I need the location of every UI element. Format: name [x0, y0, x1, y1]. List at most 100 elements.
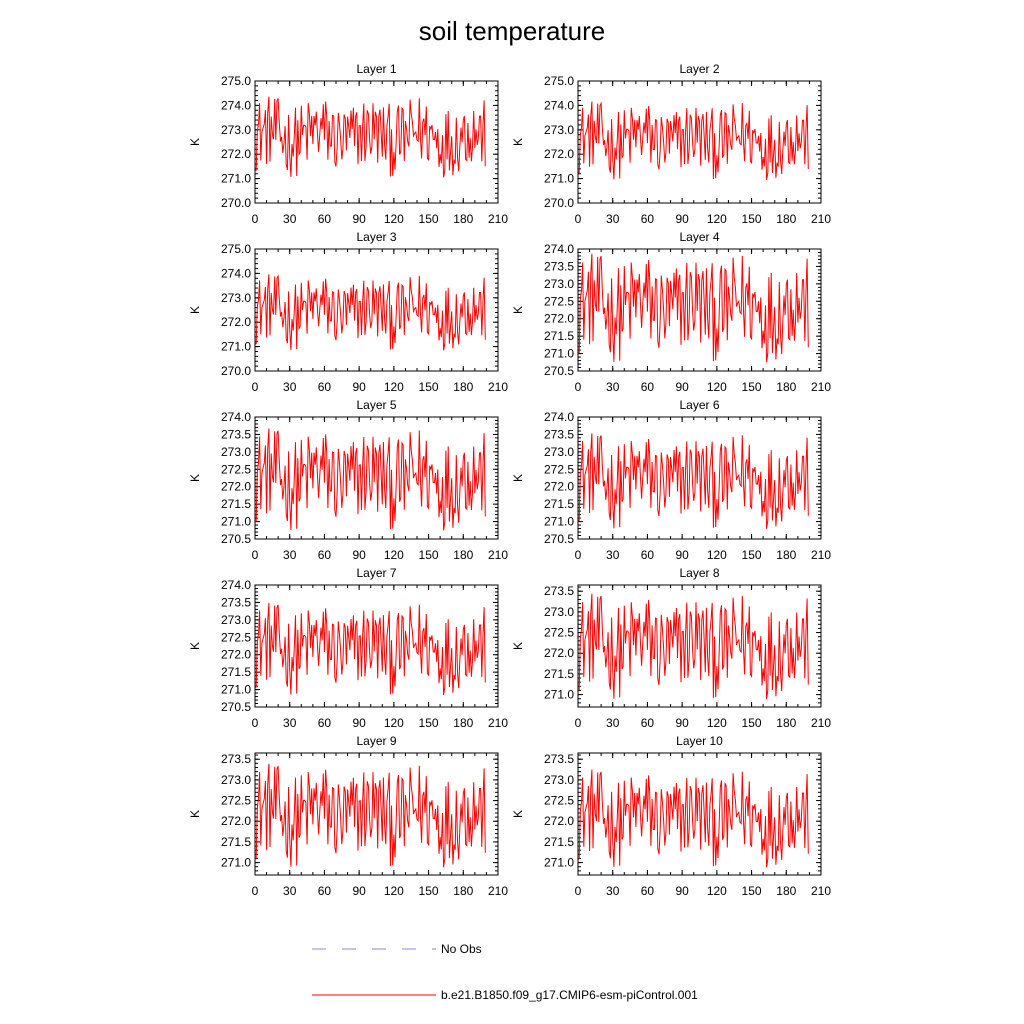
y-tick-label: 272.5 — [221, 630, 251, 644]
plot-frame — [254, 584, 499, 708]
y-tick-label: 270.5 — [221, 532, 251, 546]
series-line — [254, 763, 486, 868]
x-tick-label: 180 — [776, 548, 796, 562]
y-tick-label: 275.0 — [221, 242, 251, 256]
x-tick-label: 90 — [352, 212, 366, 226]
x-tick-label: 120 — [707, 716, 727, 730]
y-tick-label: 271.0 — [544, 515, 574, 529]
y-tick-label: 274.0 — [544, 410, 574, 424]
y-tick-label: 272.0 — [221, 480, 251, 494]
series-line — [254, 96, 486, 178]
panels: Layer 1 K 0 30 60 90 120 150 180 210 270.0 271.0 272… — [188, 62, 831, 898]
x-tick-label: 0 — [575, 380, 582, 394]
x-tick-label: 0 — [252, 548, 259, 562]
series-line — [254, 274, 486, 351]
y-tick-label: 271.5 — [221, 497, 251, 511]
x-tick-label: 60 — [641, 716, 655, 730]
legend: No Obs b.e21.B1850.f09_g17.CMIP6-esm-piC… — [312, 942, 698, 1002]
y-tick-label: 272.5 — [544, 794, 574, 808]
y-tick-label: 273.0 — [544, 123, 574, 137]
panel-layer-8: Layer 8 K 0 30 60 90 120 150 180 210 271.0 271.5 272… — [511, 566, 831, 730]
x-tick-label: 0 — [575, 884, 582, 898]
y-tick-label: 274.0 — [221, 410, 251, 424]
x-tick-label: 210 — [811, 884, 831, 898]
y-tick-label: 274.0 — [221, 266, 251, 280]
x-tick-label: 90 — [675, 548, 689, 562]
y-axis-label: K — [511, 138, 525, 146]
y-tick-label: 272.0 — [221, 315, 251, 329]
plot-frame — [254, 752, 499, 876]
y-tick-label: 271.0 — [544, 688, 574, 702]
x-tick-label: 120 — [707, 884, 727, 898]
y-tick-label: 273.5 — [544, 259, 574, 273]
y-tick-label: 272.0 — [221, 814, 251, 828]
y-tick-label: 273.0 — [221, 613, 251, 627]
x-tick-label: 180 — [776, 212, 796, 226]
x-tick-label: 180 — [453, 380, 473, 394]
y-tick-label: 273.0 — [221, 123, 251, 137]
y-tick-label: 271.5 — [544, 329, 574, 343]
y-tick-label: 273.5 — [221, 752, 251, 766]
y-tick-label: 270.5 — [221, 700, 251, 714]
y-tick-label: 274.0 — [544, 98, 574, 112]
x-tick-label: 60 — [318, 884, 332, 898]
y-tick-label: 271.5 — [544, 497, 574, 511]
x-tick-label: 210 — [811, 716, 831, 730]
y-tick-label: 272.0 — [221, 648, 251, 662]
y-tick-label: 274.0 — [544, 242, 574, 256]
y-tick-label: 271.0 — [221, 856, 251, 870]
x-tick-label: 180 — [453, 212, 473, 226]
panel-layer-4: Layer 4 K 0 30 60 90 120 150 180 210 270.5 271.0 271… — [511, 230, 831, 394]
panel-layer-9: Layer 9 K 0 30 60 90 120 150 180 210 271.0 271.5 272… — [188, 734, 508, 898]
panel-layer-10: Layer 10 K 0 30 60 90 120 150 180 210 271.0 271.5 27… — [511, 734, 831, 898]
x-tick-label: 150 — [419, 716, 439, 730]
y-tick-label: 270.0 — [221, 364, 251, 378]
panel-layer-3: Layer 3 K 0 30 60 90 120 150 180 210 270.0 271.0 272… — [188, 230, 508, 394]
y-axis-label: K — [188, 810, 202, 818]
y-tick-label: 271.5 — [544, 667, 574, 681]
x-tick-label: 90 — [675, 884, 689, 898]
y-axis-label: K — [511, 474, 525, 482]
x-tick-label: 30 — [283, 884, 297, 898]
x-tick-label: 0 — [252, 212, 259, 226]
x-tick-label: 150 — [742, 884, 762, 898]
x-tick-label: 0 — [252, 380, 259, 394]
legend-no-obs-label: No Obs — [441, 942, 482, 956]
y-tick-label: 271.0 — [221, 683, 251, 697]
x-tick-label: 30 — [606, 884, 620, 898]
x-tick-label: 60 — [318, 716, 332, 730]
panel-title: Layer 1 — [356, 62, 396, 76]
y-tick-label: 273.0 — [544, 277, 574, 291]
plot-frame — [577, 752, 822, 876]
x-tick-label: 60 — [641, 884, 655, 898]
figure-title: soil temperature — [419, 16, 605, 46]
series-line — [577, 101, 809, 180]
plot-frame — [254, 416, 499, 540]
y-tick-label: 270.0 — [221, 196, 251, 210]
y-tick-label: 271.0 — [544, 856, 574, 870]
x-tick-label: 30 — [606, 548, 620, 562]
x-tick-label: 120 — [384, 548, 404, 562]
series-line — [577, 253, 809, 363]
x-tick-label: 30 — [606, 380, 620, 394]
panel-layer-6: Layer 6 K 0 30 60 90 120 150 180 210 270.5 271.0 271… — [511, 398, 831, 562]
plot-frame — [254, 80, 499, 204]
x-tick-label: 150 — [419, 548, 439, 562]
x-tick-label: 180 — [453, 716, 473, 730]
x-tick-label: 60 — [641, 212, 655, 226]
panel-title: Layer 2 — [679, 62, 719, 76]
x-tick-label: 210 — [811, 380, 831, 394]
plot-frame — [577, 248, 822, 372]
y-tick-label: 272.5 — [544, 626, 574, 640]
x-tick-label: 0 — [252, 716, 259, 730]
y-tick-label: 274.0 — [221, 98, 251, 112]
y-tick-label: 271.0 — [221, 172, 251, 186]
x-tick-label: 210 — [811, 548, 831, 562]
y-tick-label: 273.5 — [544, 584, 574, 598]
x-tick-label: 60 — [318, 212, 332, 226]
panel-layer-5: Layer 5 K 0 30 60 90 120 150 180 210 270.5 271.0 271… — [188, 398, 508, 562]
panel-layer-7: Layer 7 K 0 30 60 90 120 150 180 210 270.5 271.0 271… — [188, 566, 508, 730]
x-tick-label: 180 — [776, 884, 796, 898]
x-tick-label: 30 — [606, 716, 620, 730]
series-line — [254, 428, 486, 531]
